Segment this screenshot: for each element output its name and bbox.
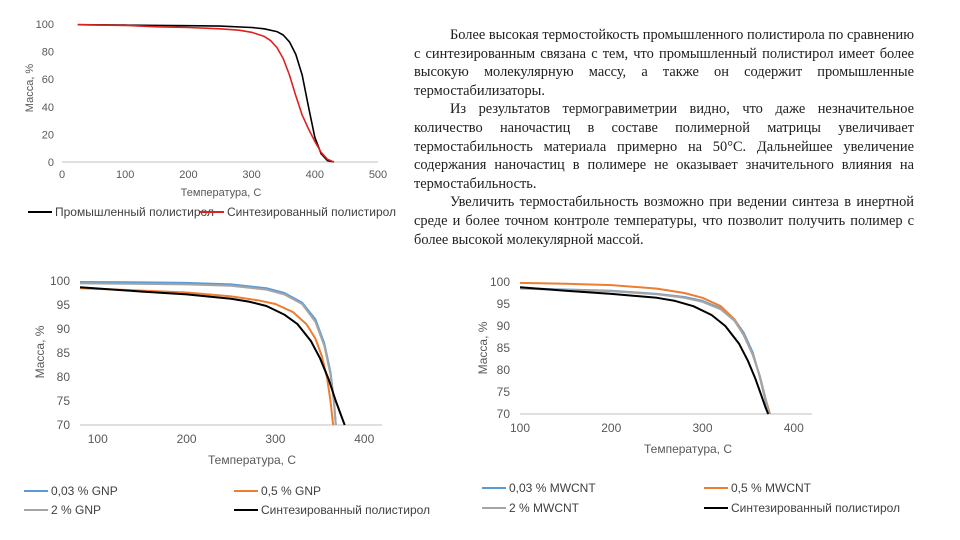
paragraph: Более высокая термостойкость промышленно… xyxy=(414,27,914,99)
legend-item: 0,5 % MWCNT xyxy=(704,481,811,495)
legend-label: 0,5 % MWCNT xyxy=(731,481,812,495)
paragraph: Увеличить термостабильность возможно при… xyxy=(414,194,914,248)
legend-swatch xyxy=(234,490,258,492)
legend-label: 0,5 % GNP xyxy=(261,484,322,498)
legend-swatch xyxy=(704,487,728,489)
paragraph: Из результатов термогравиметрии видно, ч… xyxy=(414,101,914,192)
y-tick-label: 85 xyxy=(497,341,511,355)
x-tick-label: 300 xyxy=(242,169,260,181)
legend-item: Синтезированный полистирол xyxy=(704,501,900,515)
y-tick-label: 75 xyxy=(57,394,71,408)
x-tick-label: 100 xyxy=(88,432,108,446)
y-tick-label: 100 xyxy=(36,19,54,31)
series-line xyxy=(79,286,346,426)
series-line xyxy=(79,282,337,426)
y-tick-label: 85 xyxy=(57,346,71,360)
legend-item: Промышленный полистирол xyxy=(28,205,214,219)
legend-item: 0,5 % GNP xyxy=(234,484,321,498)
series-line xyxy=(519,287,771,415)
y-tick-label: 80 xyxy=(497,363,511,377)
y-axis-label: Масса, % xyxy=(476,321,490,374)
y-tick-label: 80 xyxy=(42,47,54,59)
legend-item: 2 % MWCNT xyxy=(482,501,579,515)
y-tick-label: 20 xyxy=(42,129,54,141)
legend-label: Синтезированный полистирол xyxy=(227,205,397,219)
y-tick-label: 0 xyxy=(48,157,54,169)
y-tick-label: 95 xyxy=(497,297,511,311)
legend-swatch xyxy=(482,487,506,489)
y-tick-label: 70 xyxy=(497,407,511,421)
legend-item: Синтезированный полистирол xyxy=(200,205,396,219)
legend-swatch xyxy=(24,490,48,492)
legend-item: Синтезированный полистирол xyxy=(234,503,430,517)
legend-item: 0,03 % GNP xyxy=(24,484,118,498)
x-tick-label: 400 xyxy=(354,432,374,446)
series-line xyxy=(77,23,334,163)
legend-label: 0,03 % GNP xyxy=(51,484,118,498)
series-line xyxy=(519,287,770,415)
x-tick-label: 100 xyxy=(116,169,134,181)
y-tick-label: 75 xyxy=(497,385,511,399)
legend-label: 2 % MWCNT xyxy=(509,501,579,515)
x-tick-label: 0 xyxy=(59,169,65,181)
x-tick-label: 200 xyxy=(601,421,621,435)
y-tick-label: 40 xyxy=(42,102,54,114)
x-axis-label: Температура, С xyxy=(644,442,732,456)
y-tick-label: 90 xyxy=(57,322,71,336)
x-tick-label: 300 xyxy=(692,421,712,435)
legend-item: 2 % GNP xyxy=(24,503,101,517)
y-tick-label: 100 xyxy=(490,275,510,289)
x-tick-label: 300 xyxy=(265,432,285,446)
legend-swatch xyxy=(28,211,52,213)
x-tick-label: 200 xyxy=(177,432,197,446)
legend-swatch xyxy=(482,507,506,509)
x-tick-label: 400 xyxy=(306,169,324,181)
x-tick-label: 200 xyxy=(179,169,197,181)
y-tick-label: 60 xyxy=(42,74,54,86)
legend-item: 0,03 % MWCNT xyxy=(482,481,596,495)
x-tick-label: 500 xyxy=(369,169,387,181)
description-text: Более высокая термостойкость промышленно… xyxy=(414,26,914,249)
series-line xyxy=(519,286,770,415)
y-tick-label: 80 xyxy=(57,370,71,384)
y-axis-label: Масса, % xyxy=(24,64,36,113)
y-tick-label: 95 xyxy=(57,298,71,312)
legend-label: 0,03 % MWCNT xyxy=(509,481,596,495)
legend-swatch xyxy=(234,509,258,511)
x-tick-label: 100 xyxy=(510,421,530,435)
legend-label: Промышленный полистирол xyxy=(55,205,214,219)
y-tick-label: 90 xyxy=(497,319,511,333)
legend-swatch xyxy=(200,211,224,213)
y-tick-label: 70 xyxy=(57,418,71,432)
series-line xyxy=(77,23,335,163)
x-axis-label: Температура, С xyxy=(181,187,262,199)
legend-swatch xyxy=(24,509,48,511)
legend-swatch xyxy=(704,507,728,509)
series-line xyxy=(519,281,771,415)
legend-label: Синтезированный полистирол xyxy=(261,503,431,517)
x-axis-label: Температура, С xyxy=(208,453,296,467)
y-tick-label: 100 xyxy=(50,274,70,288)
y-axis-label: Масса, % xyxy=(33,325,47,378)
legend-label: 2 % GNP xyxy=(51,503,102,517)
x-tick-label: 400 xyxy=(784,421,804,435)
legend-label: Синтезированный полистирол xyxy=(731,501,901,515)
